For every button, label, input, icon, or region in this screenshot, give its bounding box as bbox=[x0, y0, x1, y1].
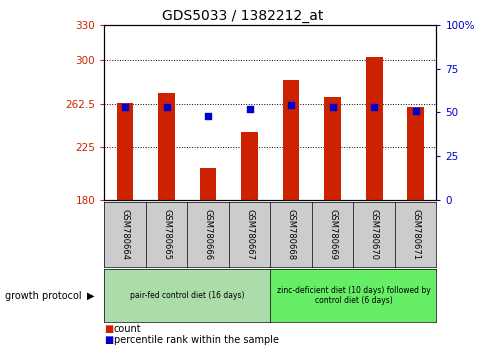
Point bbox=[328, 104, 336, 110]
Text: GSM780670: GSM780670 bbox=[369, 209, 378, 260]
Text: GSM780668: GSM780668 bbox=[286, 209, 295, 260]
Point bbox=[204, 113, 212, 119]
Text: GSM780665: GSM780665 bbox=[162, 209, 171, 260]
Bar bbox=[241, 132, 257, 200]
Text: GSM780671: GSM780671 bbox=[410, 209, 419, 260]
Text: percentile rank within the sample: percentile rank within the sample bbox=[114, 335, 278, 345]
Bar bbox=[199, 169, 216, 200]
Bar bbox=[365, 57, 382, 200]
Text: ■: ■ bbox=[104, 324, 113, 334]
Text: ■: ■ bbox=[104, 335, 113, 345]
Text: GDS5033 / 1382212_at: GDS5033 / 1382212_at bbox=[162, 9, 322, 23]
Bar bbox=[158, 92, 175, 200]
Bar bbox=[117, 103, 133, 200]
Text: count: count bbox=[114, 324, 141, 334]
Bar bbox=[407, 107, 423, 200]
Point bbox=[121, 104, 129, 110]
Text: ▶: ▶ bbox=[87, 291, 94, 301]
Text: GSM780669: GSM780669 bbox=[328, 209, 336, 260]
Point bbox=[411, 108, 419, 114]
Text: GSM780666: GSM780666 bbox=[203, 209, 212, 260]
Point bbox=[245, 106, 253, 112]
Text: pair-fed control diet (16 days): pair-fed control diet (16 days) bbox=[130, 291, 244, 300]
Text: zinc-deficient diet (10 days) followed by
control diet (6 days): zinc-deficient diet (10 days) followed b… bbox=[276, 286, 429, 305]
Point bbox=[162, 104, 170, 110]
Text: growth protocol: growth protocol bbox=[5, 291, 81, 301]
Text: GSM780664: GSM780664 bbox=[121, 209, 129, 260]
Text: GSM780667: GSM780667 bbox=[244, 209, 254, 260]
Point bbox=[287, 103, 294, 108]
Point bbox=[370, 104, 378, 110]
Bar bbox=[324, 97, 340, 200]
Bar bbox=[282, 80, 299, 200]
